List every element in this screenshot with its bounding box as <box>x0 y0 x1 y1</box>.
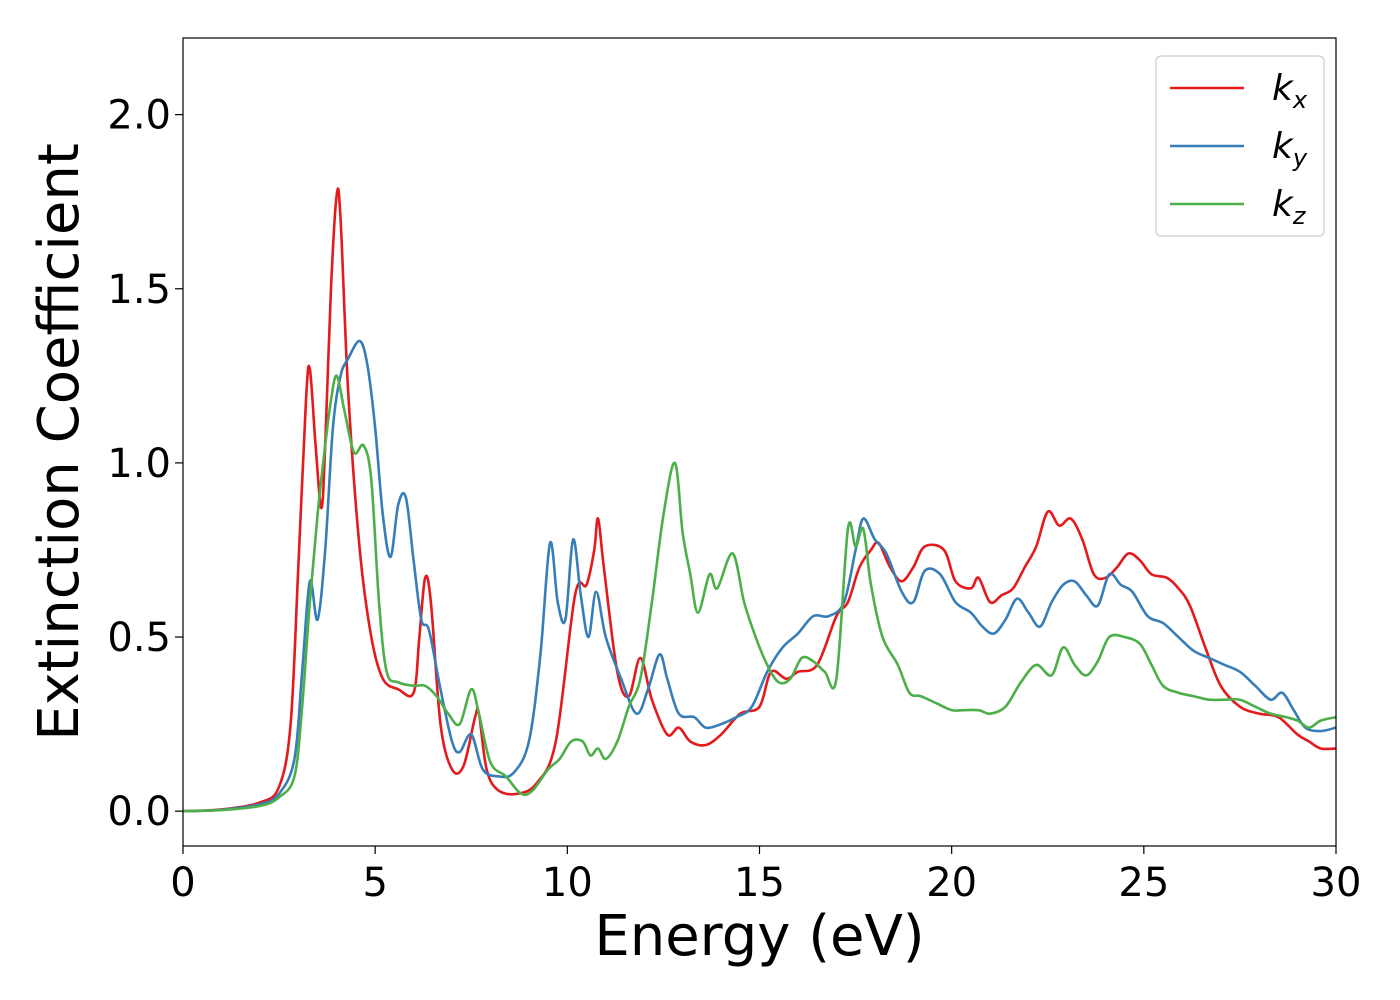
x-tick-label: 25 <box>1118 860 1169 906</box>
y-axis: 0.0 0.5 1.0 1.5 2.0 <box>107 93 183 835</box>
legend-label-z: kz <box>1272 184 1307 230</box>
y-tick-label: 1.5 <box>107 267 171 313</box>
x-axis: 0 5 10 15 20 25 30 <box>170 846 1361 906</box>
x-axis-title: Energy (eV) <box>594 904 924 969</box>
x-tick-label: 0 <box>170 860 195 906</box>
y-tick-label: 0.5 <box>107 615 171 661</box>
series-layer <box>183 187 1336 813</box>
x-tick-label: 30 <box>1311 860 1362 906</box>
x-tick-label: 5 <box>362 860 387 906</box>
legend-label-y: ky <box>1272 126 1308 172</box>
legend: kx ky kz <box>1155 55 1325 237</box>
x-tick-label: 10 <box>542 860 593 906</box>
legend-label-x: kx <box>1272 68 1308 114</box>
x-tick-label: 20 <box>926 860 977 906</box>
y-tick-label: 1.0 <box>107 441 171 487</box>
series-line-y <box>183 339 1336 813</box>
x-tick-label: 15 <box>734 860 785 906</box>
series-line-z <box>183 374 1336 813</box>
y-axis-title: Extinction Coefficient <box>27 143 92 741</box>
series-line-x <box>183 187 1336 813</box>
y-tick-label: 2.0 <box>107 93 171 139</box>
y-tick-label: 0.0 <box>107 789 171 835</box>
